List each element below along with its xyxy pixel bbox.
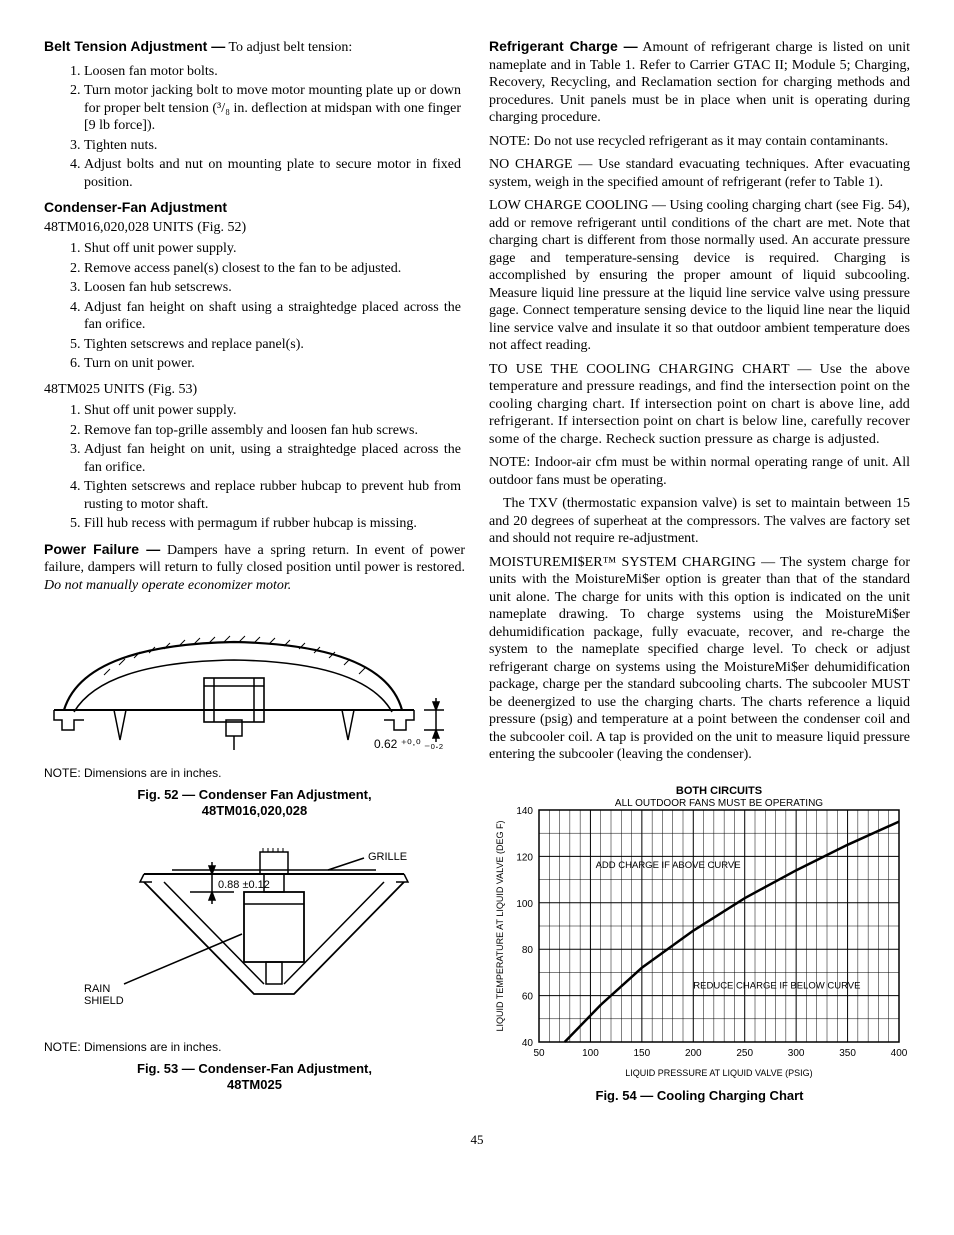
fig53-rain2: SHIELD [84,995,124,1007]
fig52-dim: 0.62 ⁺⁰·⁰ ₋₀.₂₅ [374,737,444,751]
fig52-cap1: Fig. 52 — Condenser Fan Adjustment, [137,787,371,802]
cond-b-step: Remove fan top-grille assembly and loose… [84,422,465,440]
svg-text:80: 80 [522,945,534,956]
fig53-grille: GRILLE [368,851,407,863]
belt-step: Adjust bolts and nut on mounting plate t… [84,156,465,191]
svg-text:LIQUID TEMPERATURE AT LIQUID V: LIQUID TEMPERATURE AT LIQUID VALVE (DEG … [495,820,505,1031]
page-number: 45 [44,1132,910,1148]
fig-53: GRILLE 0.88 ±0.12 RAIN SHIELD NOTE: Dime… [44,834,465,1094]
refrigerant-p6: NOTE: Indoor-air cfm must be within norm… [489,454,910,489]
refrigerant-p5: TO USE THE COOLING CHARGING CHART — Use … [489,361,910,449]
svg-text:50: 50 [533,1048,545,1059]
svg-text:40: 40 [522,1038,534,1049]
condenser-steps-b: Shut off unit power supply. Remove fan t… [44,402,465,533]
cooling-chart-svg: BOTH CIRCUITSALL OUTDOOR FANS MUST BE OP… [489,782,909,1082]
cond-b-step: Tighten setscrews and replace rubber hub… [84,478,465,513]
svg-text:100: 100 [582,1048,599,1059]
belt-tension-lead: To adjust belt tension: [225,40,352,55]
belt-step: Loosen fan motor bolts. [84,63,465,81]
svg-text:120: 120 [516,852,533,863]
belt-steps: Loosen fan motor bolts. Turn motor jacki… [44,63,465,192]
svg-text:250: 250 [736,1048,753,1059]
power-failure-para: Power Failure — Dampers have a spring re… [44,541,465,595]
unit-b-label: 48TM025 UNITS (Fig. 53) [44,381,465,399]
fig53-cap2: 48TM025 [227,1077,282,1092]
left-column: Belt Tension Adjustment — To adjust belt… [44,36,465,1118]
refrigerant-p2: NOTE: Do not use recycled refrigerant as… [489,133,910,151]
fig-52: 0.62 ⁺⁰·⁰ ₋₀.₂₅ NOTE: Dimensions are in … [44,620,465,820]
belt-step: Turn motor jacking bolt to move motor mo… [84,82,465,135]
fig53-note: NOTE: Dimensions are in inches. [44,1040,465,1055]
unit-a-label: 48TM016,020,028 UNITS (Fig. 52) [44,219,465,237]
svg-text:LIQUID PRESSURE AT LIQUID VALV: LIQUID PRESSURE AT LIQUID VALVE (PSIG) [625,1068,812,1078]
svg-text:ALL OUTDOOR FANS MUST BE OPERA: ALL OUTDOOR FANS MUST BE OPERATING [615,798,823,809]
cond-b-step: Adjust fan height on unit, using a strai… [84,441,465,476]
refrigerant-intro: Refrigerant Charge — Amount of refrigera… [489,38,910,127]
fig52-caption: Fig. 52 — Condenser Fan Adjustment, 48TM… [44,787,465,820]
cond-a-step: Adjust fan height on shaft using a strai… [84,299,465,334]
condenser-heading: Condenser-Fan Adjustment [44,199,465,217]
condenser-steps-a: Shut off unit power supply. Remove acces… [44,240,465,373]
fig54-caption: Fig. 54 — Cooling Charging Chart [489,1088,910,1104]
fig-53-svg: GRILLE 0.88 ±0.12 RAIN SHIELD [44,834,444,1034]
belt-tension-heading: Belt Tension Adjustment — [44,38,225,54]
fig53-rain1: RAIN [84,983,110,995]
refrigerant-p4: LOW CHARGE COOLING — Using cooling charg… [489,197,910,355]
fig53-caption: Fig. 53 — Condenser-Fan Adjustment, 48TM… [44,1061,465,1094]
right-column: Refrigerant Charge — Amount of refrigera… [489,36,910,1118]
svg-text:300: 300 [788,1048,805,1059]
cond-a-step: Shut off unit power supply. [84,240,465,258]
svg-text:150: 150 [634,1048,651,1059]
cond-b-step: Fill hub recess with permagum if rubber … [84,515,465,533]
fig52-note: NOTE: Dimensions are in inches. [44,766,465,781]
cond-a-step: Remove access panel(s) closest to the fa… [84,260,465,278]
power-italic: Do not manually operate economizer motor… [44,578,291,593]
svg-text:140: 140 [516,806,533,817]
svg-text:400: 400 [891,1048,908,1059]
svg-text:ADD CHARGE IF ABOVE CURVE: ADD CHARGE IF ABOVE CURVE [596,860,741,871]
svg-text:100: 100 [516,898,533,909]
belt-step: Tighten nuts. [84,137,465,155]
fig-54: BOTH CIRCUITSALL OUTDOOR FANS MUST BE OP… [489,782,910,1104]
svg-text:REDUCE CHARGE IF BELOW CURVE: REDUCE CHARGE IF BELOW CURVE [693,980,860,991]
power-heading: Power Failure — [44,541,160,557]
cond-a-step: Tighten setscrews and replace panel(s). [84,336,465,354]
svg-text:BOTH CIRCUITS: BOTH CIRCUITS [676,785,762,797]
svg-text:60: 60 [522,991,534,1002]
cond-b-step: Shut off unit power supply. [84,402,465,420]
refrigerant-p3: NO CHARGE — Use standard evacuating tech… [489,156,910,191]
refrigerant-p7: The TXV (thermostatic expansion valve) i… [489,495,910,548]
fig-52-svg: 0.62 ⁺⁰·⁰ ₋₀.₂₅ [44,620,444,760]
refrigerant-heading: Refrigerant Charge — [489,38,638,54]
svg-text:200: 200 [685,1048,702,1059]
fig52-cap2: 48TM016,020,028 [202,803,308,818]
belt-tension-intro: Belt Tension Adjustment — To adjust belt… [44,38,465,57]
cond-a-step: Loosen fan hub setscrews. [84,279,465,297]
svg-text:350: 350 [839,1048,856,1059]
refrigerant-p8: MOISTUREMI$ER™ SYSTEM CHARGING — The sys… [489,554,910,764]
fig53-dim: 0.88 ±0.12 [218,879,270,891]
cond-a-step: Turn on unit power. [84,355,465,373]
fig53-cap1: Fig. 53 — Condenser-Fan Adjustment, [137,1061,372,1076]
